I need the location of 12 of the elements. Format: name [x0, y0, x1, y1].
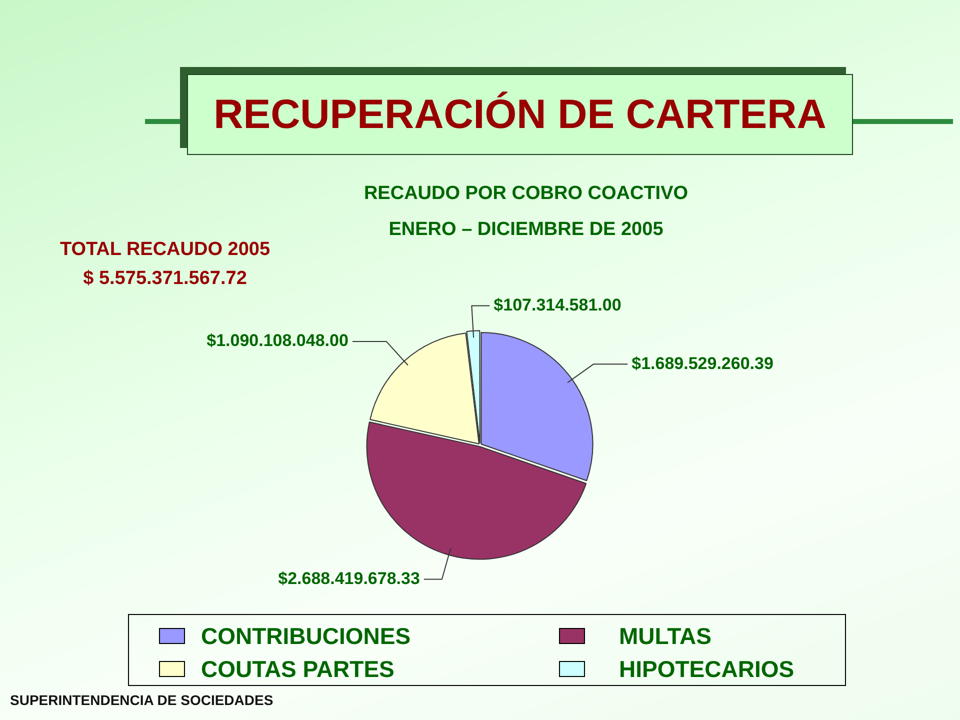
legend-label: CONTRIBUCIONES	[201, 623, 411, 649]
data-label: $107.314.581.00	[494, 295, 622, 314]
data-label: $2.688.419.678.33	[278, 568, 420, 588]
legend-label: HIPOTECARIOS	[619, 656, 794, 682]
legend-label: COUTAS PARTES	[201, 656, 394, 682]
text: SUPERINTENDENCIA DE SOCIEDADES	[10, 692, 274, 708]
data-label: $1.689.529.260.39	[632, 354, 774, 373]
data-label: $1.090.108.048.00	[206, 331, 348, 350]
chart-subtitle: RECAUDO POR COBRO COACTIVO ENERO – DICIEMBRE DE 2005	[364, 183, 688, 241]
legend-label: MULTAS	[619, 623, 712, 649]
text: TOTAL RECAUDO 2005 $ 5.575.371.567.72	[60, 239, 270, 290]
chart-title: RECUPERACIÓN DE CARTERA	[214, 91, 826, 138]
